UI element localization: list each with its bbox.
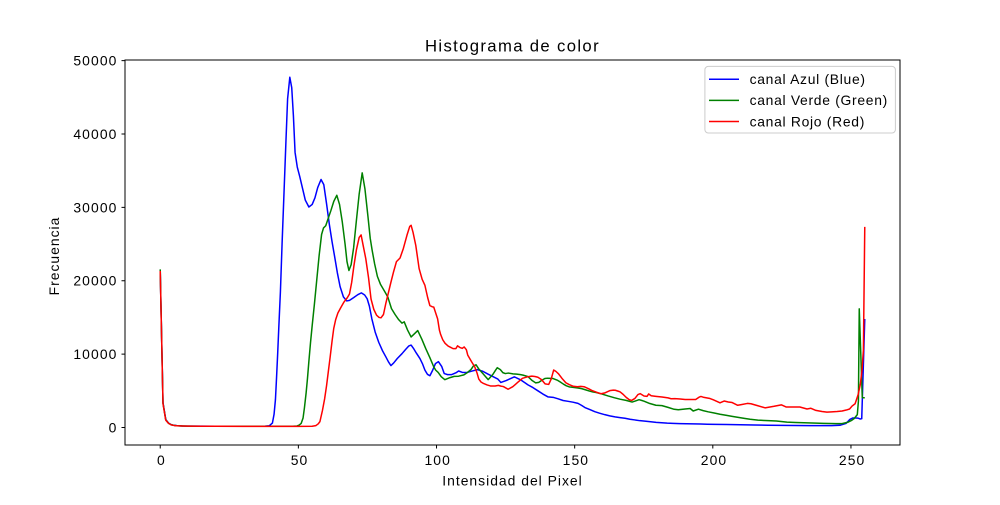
svg-text:canal Rojo (Red): canal Rojo (Red) [750, 113, 865, 129]
svg-text:40000: 40000 [73, 126, 117, 142]
svg-text:200: 200 [701, 452, 727, 468]
svg-text:Frecuencia: Frecuencia [46, 217, 62, 296]
svg-text:canal Azul (Blue): canal Azul (Blue) [750, 71, 866, 87]
svg-text:250: 250 [839, 452, 865, 468]
svg-text:0: 0 [109, 419, 118, 435]
svg-text:0: 0 [157, 452, 166, 468]
svg-text:50: 50 [291, 452, 309, 468]
svg-text:50000: 50000 [73, 53, 117, 69]
svg-text:100: 100 [424, 452, 450, 468]
svg-text:30000: 30000 [73, 199, 117, 215]
svg-text:Intensidad del Pixel: Intensidad del Pixel [442, 472, 582, 488]
svg-text:canal Verde (Green): canal Verde (Green) [750, 92, 888, 108]
svg-text:10000: 10000 [73, 346, 117, 362]
svg-text:20000: 20000 [73, 273, 117, 289]
svg-text:150: 150 [563, 452, 589, 468]
svg-text:Histograma de color: Histograma de color [425, 37, 600, 56]
